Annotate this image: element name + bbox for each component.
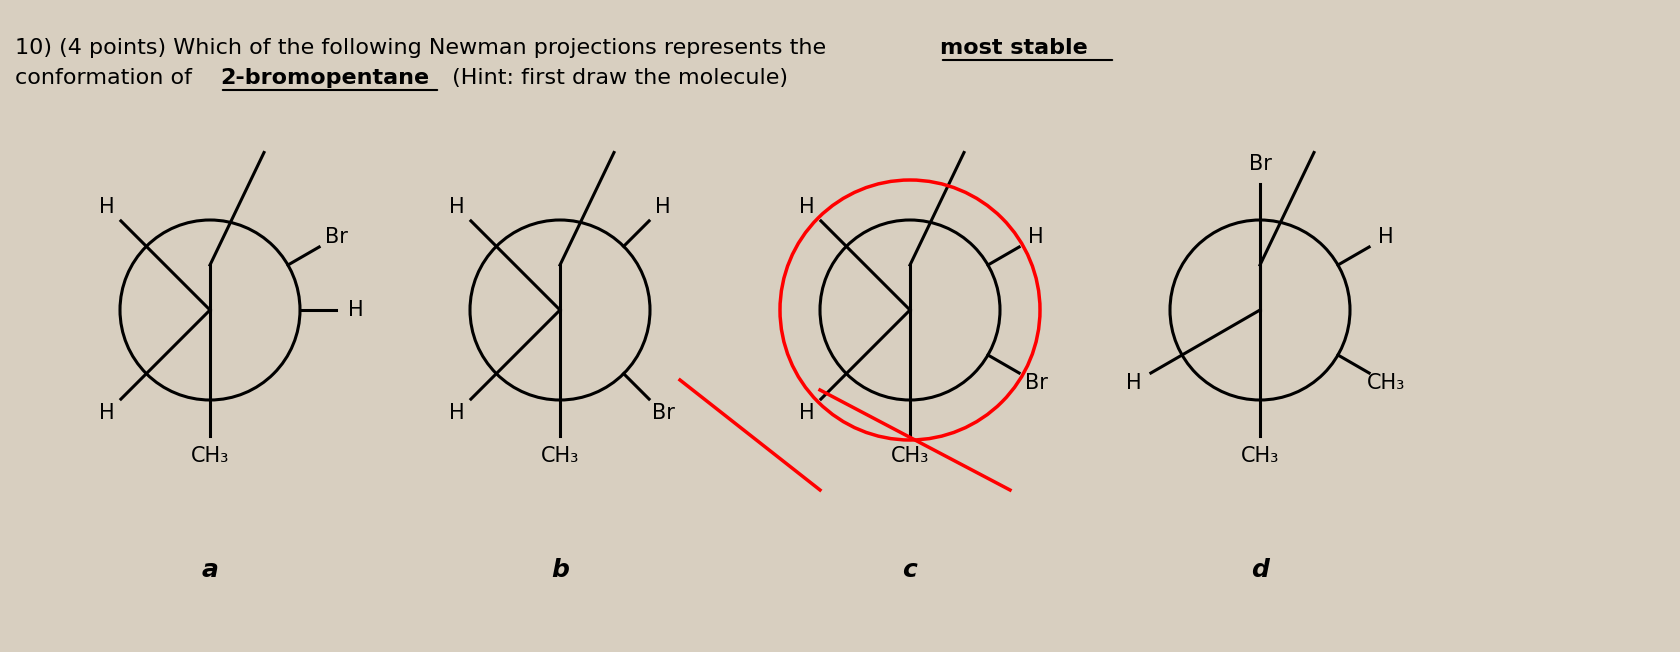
Text: H: H <box>99 197 114 217</box>
Text: H: H <box>1028 227 1043 247</box>
Text: H: H <box>1126 373 1141 393</box>
Text: most stable: most stable <box>941 38 1087 58</box>
Text: H: H <box>800 403 815 423</box>
Text: c: c <box>902 558 917 582</box>
Text: H: H <box>449 403 465 423</box>
Text: H: H <box>449 197 465 217</box>
Text: (Hint: first draw the molecule): (Hint: first draw the molecule) <box>445 68 788 88</box>
Text: a: a <box>202 558 218 582</box>
Text: H: H <box>99 403 114 423</box>
Text: H: H <box>655 197 670 217</box>
Text: Br: Br <box>1025 373 1048 393</box>
Text: CH₃: CH₃ <box>1242 446 1278 466</box>
Text: b: b <box>551 558 570 582</box>
Text: H: H <box>348 300 363 320</box>
Text: Br: Br <box>324 227 348 247</box>
Text: H: H <box>1379 227 1394 247</box>
Text: CH₃: CH₃ <box>1368 373 1406 393</box>
Text: 2-bromopentane: 2-bromopentane <box>220 68 428 88</box>
Text: H: H <box>800 197 815 217</box>
Text: CH₃: CH₃ <box>890 446 929 466</box>
Text: conformation of: conformation of <box>15 68 200 88</box>
Text: Br: Br <box>1248 155 1272 174</box>
Text: 10) (4 points) Which of the following Newman projections represents the: 10) (4 points) Which of the following Ne… <box>15 38 833 58</box>
Text: CH₃: CH₃ <box>192 446 228 466</box>
Text: CH₃: CH₃ <box>541 446 580 466</box>
Text: Br: Br <box>652 403 675 423</box>
Text: d: d <box>1252 558 1268 582</box>
